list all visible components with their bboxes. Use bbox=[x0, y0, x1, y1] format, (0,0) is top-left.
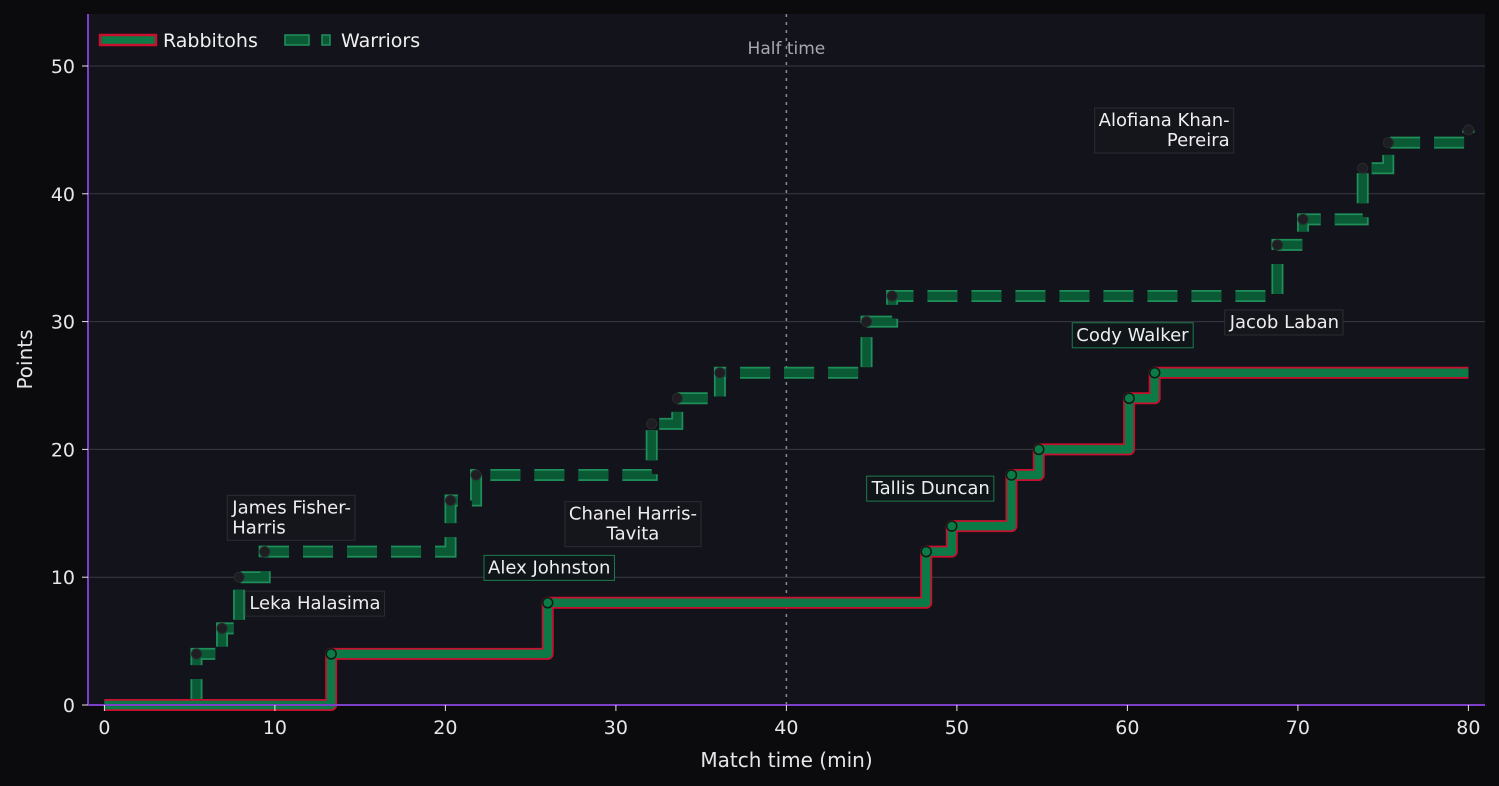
series-warriors bbox=[104, 124, 1475, 711]
annotation-text: Harris bbox=[232, 517, 285, 538]
score-point bbox=[1148, 366, 1161, 379]
annotation-box bbox=[1071, 322, 1194, 349]
annotation-text: Leka Halasima bbox=[249, 593, 380, 614]
x-tick-label: 80 bbox=[1456, 717, 1480, 739]
annotations: Alofiana Khan-Pereira Jacob Laban Cody Wal… bbox=[226, 107, 1344, 617]
score-point bbox=[216, 622, 228, 634]
annotation-text: Chanel Harris- bbox=[569, 504, 697, 525]
annotation-text: Tallis Duncan bbox=[871, 478, 990, 499]
score-point bbox=[1357, 162, 1369, 174]
annotation: Jacob Laban bbox=[1224, 309, 1344, 336]
annotation-box bbox=[866, 475, 995, 502]
score-point bbox=[233, 571, 245, 583]
score-point bbox=[445, 495, 457, 507]
score-point bbox=[1123, 392, 1135, 405]
annotation: Cody Walker bbox=[1071, 322, 1194, 349]
annotation-box bbox=[1094, 107, 1235, 154]
score-point bbox=[541, 597, 554, 609]
legend-swatch-rabbitohs bbox=[98, 33, 158, 47]
score-point bbox=[1297, 213, 1309, 225]
y-axis-title: Points bbox=[13, 329, 37, 389]
annotation-text: Alofiana Khan- bbox=[1099, 110, 1230, 131]
legend-item-rabbitohs: Rabbitohs bbox=[98, 30, 258, 52]
annotation-text: Pereira bbox=[1167, 130, 1230, 151]
legend-item-warriors: Warriors bbox=[284, 30, 420, 52]
series-rabbitohs bbox=[104, 366, 1469, 711]
annotation-box bbox=[226, 494, 356, 541]
annotation: Alex Johnston bbox=[483, 554, 615, 581]
annotation-text: Alex Johnston bbox=[488, 557, 610, 578]
score-point bbox=[325, 648, 337, 660]
axes: 0 10 20 30 40 50 60 70 80 0 10 20 30 40 50 Match time (… bbox=[13, 14, 1485, 772]
x-tick-label: 50 bbox=[945, 717, 969, 739]
score-point bbox=[920, 545, 932, 558]
annotation-text: James Fisher- bbox=[231, 497, 351, 518]
x-tick-label: 60 bbox=[1115, 717, 1139, 739]
y-tick-label: 30 bbox=[51, 312, 75, 334]
score-point bbox=[259, 546, 271, 558]
annotation-box bbox=[564, 501, 702, 548]
legend-swatch-warriors-dash bbox=[321, 34, 331, 46]
series-line bbox=[104, 129, 1473, 710]
annotation-box bbox=[244, 590, 386, 617]
score-point bbox=[1462, 124, 1474, 136]
annotation: Tallis Duncan bbox=[866, 475, 995, 502]
score-point bbox=[1271, 239, 1283, 251]
annotation: Chanel Harris-Tavita bbox=[564, 501, 702, 548]
annotation: James Fisher-Harris bbox=[226, 494, 356, 541]
score-point bbox=[861, 316, 873, 328]
annotation: Leka Halasima bbox=[244, 590, 386, 617]
annotation-box bbox=[1224, 309, 1344, 336]
legend-label-rabbitohs: Rabbitohs bbox=[163, 30, 258, 52]
x-tick-label: 30 bbox=[604, 717, 628, 739]
y-tick-label: 10 bbox=[51, 567, 75, 589]
annotation-text: Cody Walker bbox=[1076, 325, 1189, 346]
score-point bbox=[1382, 137, 1394, 149]
half-time-label: Half time bbox=[748, 39, 826, 59]
x-tick-label: 40 bbox=[774, 717, 798, 739]
y-tick-label: 20 bbox=[51, 439, 75, 461]
legend-label-warriors: Warriors bbox=[341, 30, 420, 52]
series-layer bbox=[104, 124, 1475, 711]
score-point bbox=[1032, 443, 1045, 456]
annotation-text: Jacob Laban bbox=[1229, 312, 1339, 333]
x-tick-label: 0 bbox=[98, 717, 110, 739]
score-point bbox=[946, 520, 958, 532]
chart-legend: Rabbitohs Warriors bbox=[98, 30, 420, 52]
x-axis-title: Match time (min) bbox=[700, 748, 872, 772]
score-point bbox=[470, 469, 482, 481]
y-tick-label: 40 bbox=[51, 184, 75, 206]
score-point bbox=[646, 418, 658, 430]
x-tick-label: 70 bbox=[1286, 717, 1310, 739]
annotation-text: Tavita bbox=[606, 524, 660, 545]
score-point bbox=[886, 290, 898, 302]
x-tick-label: 20 bbox=[433, 717, 457, 739]
annotation-box bbox=[483, 554, 615, 581]
score-point bbox=[190, 648, 202, 660]
y-tick-label: 0 bbox=[63, 695, 75, 717]
x-tick-label: 10 bbox=[263, 717, 287, 739]
legend-swatch-warriors-dash bbox=[284, 34, 310, 46]
half-time-marker: Half time bbox=[748, 14, 826, 705]
score-point bbox=[671, 392, 683, 404]
annotation: Alofiana Khan-Pereira bbox=[1094, 107, 1235, 154]
score-point bbox=[714, 367, 726, 379]
score-point bbox=[1005, 469, 1018, 481]
y-tick-label: 50 bbox=[51, 56, 75, 78]
